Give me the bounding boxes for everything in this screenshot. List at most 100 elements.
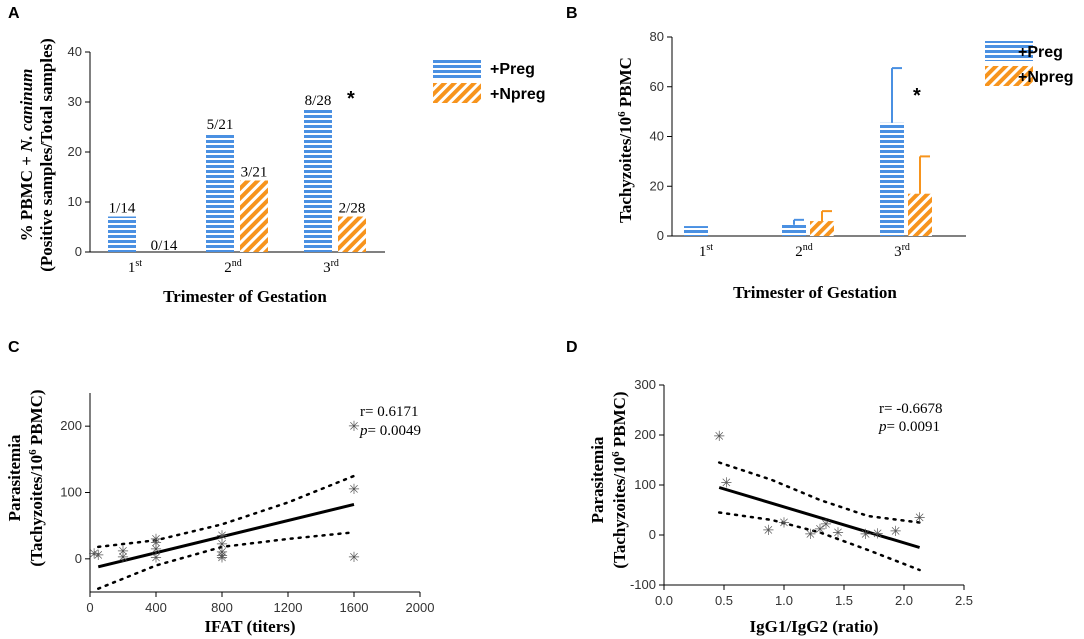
panel-d-xtick-label: 0.5: [715, 593, 733, 608]
panel-c-data-point: ✳: [150, 550, 162, 566]
panel-d-ylabel-pre: (Tachyzoites/10: [610, 457, 629, 569]
panel-d-regression-line: [718, 486, 921, 549]
panel-c-data-point: ✳: [117, 549, 129, 565]
panel-c-xtick-label: 2000: [406, 600, 435, 615]
panel-b-category-sup: st: [706, 242, 713, 253]
panel-b-category-sup: nd: [803, 242, 813, 253]
panel-b-ytick-label: 20: [650, 178, 664, 193]
panel-d-ci-lower: [717, 511, 921, 572]
panel-b-ytick-label: 0: [657, 228, 664, 243]
panel-c-ci-upper: [97, 474, 356, 549]
panel-d-data-point: ✳: [778, 515, 790, 531]
panel-c-ylabel-sup: 6: [27, 449, 39, 455]
panel-d-ylabel-post: PBMC): [610, 391, 629, 451]
panel-a-data-label: 2/28: [339, 201, 366, 217]
panel-b-bar-preg: [880, 122, 904, 236]
panel-b-significance-star: *: [913, 85, 921, 107]
panel-d-ylabel-sup: 6: [610, 451, 622, 457]
panel-c: C Parasitemia (Tachyzoites/106 PBMC) 0 10…: [5, 339, 434, 636]
panel-c-xtick-label: 0: [86, 600, 93, 615]
panel-d-stat-p-sym: p: [878, 419, 887, 435]
panel-a-ytick-label: 0: [75, 244, 82, 259]
panel-b-bar-npreg: [810, 221, 834, 236]
panel-c-stat-p-val: = 0.0049: [368, 423, 421, 439]
panel-d-ytick-label: 300: [634, 377, 656, 392]
panel-c-regression-line: [97, 502, 355, 569]
panel-a-ytick-label: 10: [68, 194, 82, 209]
panel-c-ylabel-line2: (Tachyzoites/106 PBMC): [27, 389, 46, 566]
panel-b-category-base: 2: [795, 244, 803, 260]
panel-b-category-sup: rd: [902, 242, 910, 253]
panel-d-ytick-label: 200: [634, 427, 656, 442]
panel-d-x-axis-title: IgG1/IgG2 (ratio): [750, 617, 879, 636]
panel-b-ylabel-post: PBMC: [616, 57, 635, 111]
panel-b-legend: +Preg +Npreg: [985, 41, 1074, 86]
panel-c-data-point: ✳: [150, 541, 162, 557]
panel-b-category-base: 1: [699, 244, 707, 260]
panel-c-data-point: ✳: [150, 534, 162, 550]
panel-b-category-label: 2nd: [795, 242, 813, 260]
panel-a-bar-preg: [304, 109, 332, 252]
panel-a-legend-npreg: +Npreg: [490, 86, 546, 103]
panel-b-letter: B: [566, 5, 578, 22]
panel-c-stat-p: p= 0.0049: [359, 423, 421, 439]
panel-c-data-point: ✳: [150, 531, 162, 547]
panel-d-letter: D: [566, 339, 578, 356]
panel-a-data-label: 8/28: [305, 93, 332, 109]
panel-d-xtick-label: 0.0: [655, 593, 673, 608]
panel-a-bar-npreg: [338, 216, 366, 252]
panel-c-data-point: ✳: [216, 544, 228, 560]
panel-a-x-axis-title: Trimester of Gestation: [163, 287, 327, 306]
panel-a-ylabel-line2: (Positive samples/Total samples): [37, 38, 56, 272]
panel-b-y-axis-title: Tachyzoites/106 PBMC: [616, 57, 635, 223]
panel-d-data-point: ✳: [814, 521, 826, 537]
panel-c-ylabel-line1: Parasitemia: [5, 434, 24, 521]
panel-c-data-point: ✳: [348, 481, 360, 497]
panel-d-data-point: ✳: [890, 523, 902, 539]
panel-a: A % PBMC + N. caninum (Positive samples/…: [8, 5, 546, 306]
panel-a-legend-swatch-npreg: [433, 83, 481, 103]
panel-c-data-point: ✳: [216, 550, 228, 566]
panel-a-data-label: 5/21: [207, 117, 234, 133]
panel-b-legend-swatch-npreg: [985, 66, 1033, 86]
panel-d-stat-r: r= -0.6678: [879, 401, 942, 417]
panel-a-data-label: 0/14: [151, 238, 178, 254]
panel-a-category-base: 2: [224, 260, 232, 276]
panel-a-category-base: 1: [128, 260, 136, 276]
panel-a-ylabel-italic: N. caninum: [17, 69, 36, 153]
panel-d-data-point: ✳: [721, 475, 733, 491]
panel-a-category-label: 2nd: [224, 258, 242, 276]
panel-d-data-point: ✳: [763, 522, 775, 538]
panel-b-ytick-label: 80: [650, 29, 664, 44]
panel-d-xtick-label: 1.5: [835, 593, 853, 608]
panel-a-legend: +Preg +Npreg: [433, 58, 546, 103]
panel-c-data-point: ✳: [216, 548, 228, 564]
panel-b-bar-preg: [782, 224, 806, 236]
panel-b-ylabel-sup: 6: [616, 111, 628, 117]
panel-a-category-base: 3: [323, 260, 331, 276]
panel-d-stat-p: p= 0.0091: [878, 419, 940, 435]
panel-c-xtick-label: 800: [211, 600, 233, 615]
panel-a-y-axis-title: % PBMC + N. caninum (Positive samples/To…: [17, 38, 56, 272]
panel-a-bar-preg: [108, 216, 136, 252]
panel-c-ytick-label: 0: [75, 551, 82, 566]
panel-a-data-label: 3/21: [241, 165, 268, 181]
panel-c-data-point: ✳: [348, 418, 360, 434]
panel-d-ci-upper: [717, 461, 921, 524]
panel-c-xtick-label: 400: [145, 600, 167, 615]
panel-c-ytick-label: 100: [60, 485, 82, 500]
panel-b-ytick-label: 60: [650, 79, 664, 94]
panel-c-stat-p-sym: p: [359, 423, 368, 439]
panel-a-legend-preg: +Preg: [490, 61, 535, 78]
panel-a-ylabel-pre: % PBMC +: [17, 152, 36, 241]
panel-c-stat-r: r= 0.6171: [360, 404, 418, 420]
panel-b: B Tachyzoites/106 PBMC 0 20 40 60 80 1st 2nd 3…: [566, 5, 1074, 302]
panel-d-data-point: ✳: [713, 428, 725, 444]
panel-c-ylabel-post: PBMC): [27, 389, 46, 449]
panel-a-category-sup: st: [135, 258, 142, 269]
panel-b-ylabel-pre: Tachyzoites/10: [616, 117, 635, 223]
panel-d-data-point: ✳: [872, 526, 884, 542]
panel-a-data-label: 1/14: [109, 201, 136, 217]
panel-b-bar-preg: [684, 226, 708, 236]
panel-c-xtick-label: 1200: [274, 600, 303, 615]
